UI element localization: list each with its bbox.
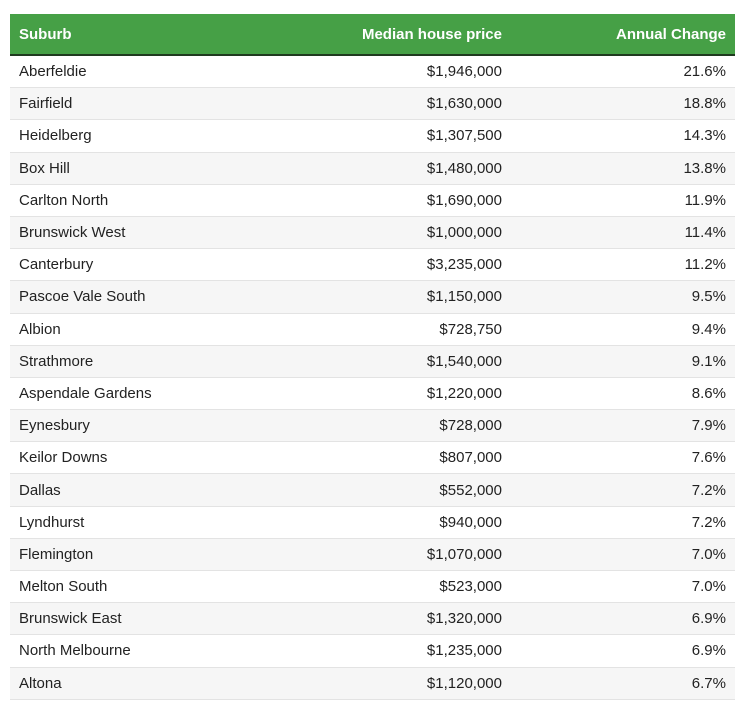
change-cell: 18.8%: [511, 87, 735, 121]
table-row: Aspendale Gardens $1,220,000 8.6%: [10, 377, 735, 411]
change-cell: 14.3%: [511, 119, 735, 153]
change-cell: 6.9%: [511, 602, 735, 636]
table-row: Pascoe Vale South $1,150,000 9.5%: [10, 280, 735, 314]
table-row: Fairfield $1,630,000 18.8%: [10, 87, 735, 121]
table-container: Suburb Median house price Annual Change Ab…: [10, 14, 735, 700]
price-cell: $1,150,000: [260, 280, 511, 314]
price-cell: $552,000: [260, 473, 511, 507]
price-cell: $807,000: [260, 441, 511, 475]
table-row: Flemington $1,070,000 7.0%: [10, 538, 735, 572]
suburb-cell: Dallas: [10, 473, 260, 507]
table-row: Aberfeldie $1,946,000 21.6%: [10, 55, 735, 89]
price-cell: $1,307,500: [260, 119, 511, 153]
table-row: Melton South $523,000 7.0%: [10, 570, 735, 604]
table-row: Canterbury $3,235,000 11.2%: [10, 248, 735, 282]
suburb-cell: Box Hill: [10, 152, 260, 185]
table-row: Box Hill $1,480,000 13.8%: [10, 152, 735, 185]
change-cell: 6.9%: [511, 634, 735, 668]
price-cell: $940,000: [260, 506, 511, 539]
table-row: Keilor Downs $807,000 7.6%: [10, 441, 735, 475]
change-cell: 9.5%: [511, 280, 735, 314]
suburb-cell: Brunswick East: [10, 602, 260, 636]
table-row: Lyndhurst $940,000 7.2%: [10, 506, 735, 539]
table-row: North Melbourne $1,235,000 6.9%: [10, 634, 735, 668]
change-cell: 8.6%: [511, 377, 735, 411]
table-row: Heidelberg $1,307,500 14.3%: [10, 119, 735, 153]
change-cell: 9.4%: [511, 313, 735, 346]
price-cell: $1,946,000: [260, 55, 511, 89]
table-row: Strathmore $1,540,000 9.1%: [10, 345, 735, 378]
suburb-cell: Keilor Downs: [10, 441, 260, 475]
suburb-cell: Albion: [10, 313, 260, 346]
suburb-cell: Aberfeldie: [10, 55, 260, 89]
change-cell: 11.2%: [511, 248, 735, 282]
change-cell: 7.6%: [511, 441, 735, 475]
suburb-cell: Canterbury: [10, 248, 260, 282]
price-cell: $523,000: [260, 570, 511, 604]
price-cell: $1,480,000: [260, 152, 511, 185]
table-row: Altona $1,120,000 6.7%: [10, 667, 735, 700]
price-cell: $728,000: [260, 409, 511, 443]
change-cell: 9.1%: [511, 345, 735, 378]
table-row: Carlton North $1,690,000 11.9%: [10, 184, 735, 217]
change-cell: 11.9%: [511, 184, 735, 217]
price-cell: $1,070,000: [260, 538, 511, 572]
header-cell: Annual Change: [511, 14, 735, 56]
suburb-cell: Strathmore: [10, 345, 260, 378]
price-cell: $1,235,000: [260, 634, 511, 668]
suburb-cell: Brunswick West: [10, 216, 260, 250]
price-table: Suburb Median house price Annual Change Ab…: [10, 14, 735, 700]
price-cell: $1,540,000: [260, 345, 511, 378]
price-cell: $728,750: [260, 313, 511, 346]
suburb-cell: Aspendale Gardens: [10, 377, 260, 411]
table-row: Brunswick West $1,000,000 11.4%: [10, 216, 735, 250]
table-row: Brunswick East $1,320,000 6.9%: [10, 602, 735, 636]
header-cell: Median house price: [260, 14, 511, 56]
change-cell: 7.0%: [511, 570, 735, 604]
price-cell: $1,220,000: [260, 377, 511, 411]
change-cell: 11.4%: [511, 216, 735, 250]
suburb-cell: Carlton North: [10, 184, 260, 217]
suburb-cell: Lyndhurst: [10, 506, 260, 539]
table-row: Albion $728,750 9.4%: [10, 313, 735, 346]
price-cell: $1,120,000: [260, 667, 511, 700]
change-cell: 6.7%: [511, 667, 735, 700]
price-cell: $1,000,000: [260, 216, 511, 250]
change-cell: 13.8%: [511, 152, 735, 185]
suburb-cell: Altona: [10, 667, 260, 700]
price-cell: $1,690,000: [260, 184, 511, 217]
suburb-cell: Fairfield: [10, 87, 260, 121]
change-cell: 7.2%: [511, 473, 735, 507]
price-cell: $1,320,000: [260, 602, 511, 636]
change-cell: 7.9%: [511, 409, 735, 443]
suburb-cell: Flemington: [10, 538, 260, 572]
suburb-cell: Melton South: [10, 570, 260, 604]
suburb-cell: Heidelberg: [10, 119, 260, 153]
table-row: Eynesbury $728,000 7.9%: [10, 409, 735, 443]
price-cell: $3,235,000: [260, 248, 511, 282]
change-cell: 7.2%: [511, 506, 735, 539]
price-cell: $1,630,000: [260, 87, 511, 121]
header-cell: Suburb: [10, 14, 260, 56]
change-cell: 21.6%: [511, 55, 735, 89]
change-cell: 7.0%: [511, 538, 735, 572]
table-body: Aberfeldie $1,946,000 21.6% Fairfield $1,630…: [10, 55, 735, 700]
header-row: Suburb Median house price Annual Change: [10, 14, 735, 56]
suburb-cell: North Melbourne: [10, 634, 260, 668]
suburb-cell: Eynesbury: [10, 409, 260, 443]
table-row: Dallas $552,000 7.2%: [10, 473, 735, 507]
suburb-cell: Pascoe Vale South: [10, 280, 260, 314]
